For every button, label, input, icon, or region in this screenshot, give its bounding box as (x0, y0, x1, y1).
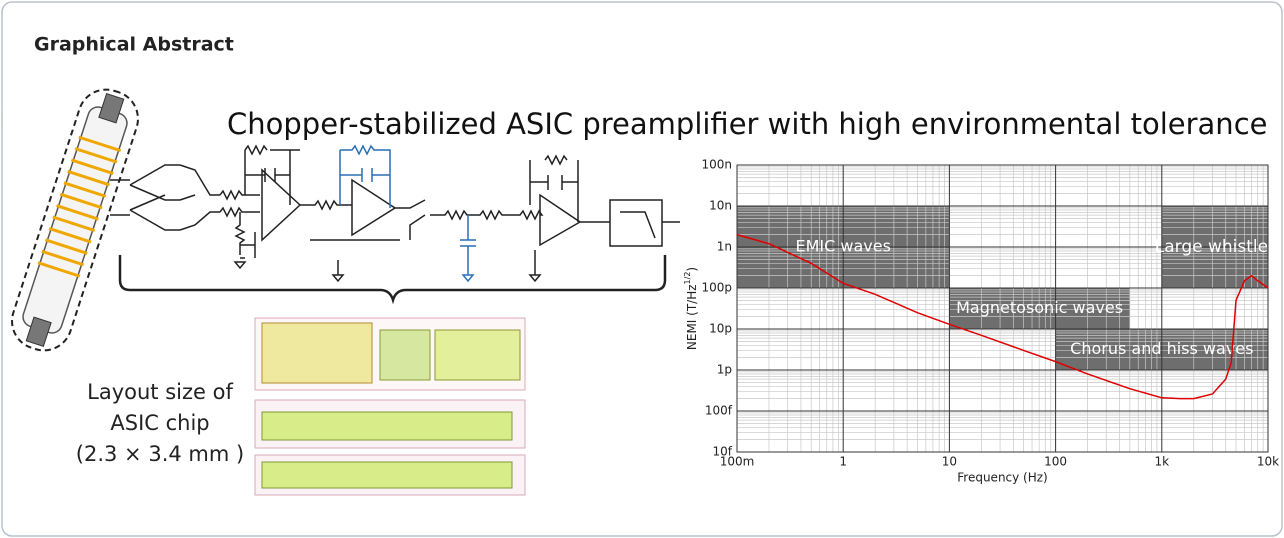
caption-line: ASIC chip (110, 411, 209, 435)
y-tick-label: 1n (717, 240, 732, 254)
caption-line: Layout size of (87, 380, 233, 404)
x-tick-label: 1k (1155, 455, 1170, 469)
x-tick-label: 1 (839, 455, 847, 469)
region-label: Magnetosonic waves (956, 298, 1123, 317)
region (949, 288, 1130, 329)
title: Graphical Abstract (34, 34, 234, 56)
noise-curve (736, 233, 1269, 400)
headline: Chopper-stabilized ASIC preamplifier wit… (227, 107, 1267, 141)
chart: 100m 1 10 100 1k 10k 10f 100f 1p 10p 100p 1n 10n 100n… (683, 158, 1280, 485)
y-tick-label: 100p (701, 281, 732, 295)
y-axis-label-part: ) (685, 267, 699, 272)
chip-layout (254, 317, 526, 496)
x-tick-label: 100m (720, 455, 755, 469)
x-tick-label: 10 (942, 455, 957, 469)
y-tick-label: 100n (701, 158, 732, 172)
region-label: Large whistler (1155, 237, 1275, 257)
circuit (110, 144, 680, 305)
y-axis-label-sup: 1/2 (683, 272, 692, 285)
caption-line: (2.3 × 3.4 mm ) (76, 442, 244, 466)
y-tick-label: 1p (717, 363, 732, 377)
y-axis-label-part: NEMI (T/Hz (685, 284, 699, 350)
region-label: EMIC waves (795, 237, 890, 256)
y-tick-label: 100f (705, 404, 733, 418)
y-tick-label: 10f (713, 445, 733, 459)
x-tick-label: 100 (1044, 455, 1067, 469)
coil (11, 88, 139, 352)
y-tick-label: 10p (709, 322, 732, 336)
y-axis-label: NEMI (T/Hz1/2) (683, 267, 699, 350)
y-tick-label: 10n (709, 199, 732, 213)
region-label: Chorus and hiss waves (1070, 339, 1253, 358)
x-tick-label: 10k (1257, 455, 1279, 469)
x-axis-label: Frequency (Hz) (957, 471, 1048, 485)
circuit-blue (339, 144, 476, 283)
